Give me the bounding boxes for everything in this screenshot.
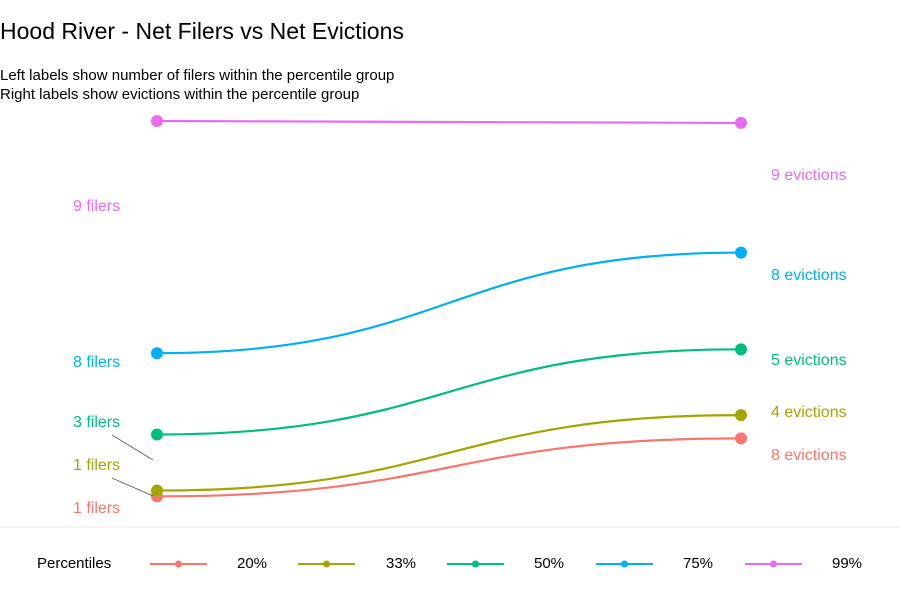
series-line-3 — [156, 251, 742, 355]
point-left-3 — [151, 347, 163, 360]
chart-subtitle-line-1: Left labels show number of filers within… — [0, 67, 395, 84]
legend-label-0: 20% — [237, 555, 268, 572]
series-line-2 — [156, 348, 742, 436]
right-label-0: 8 evictions — [771, 447, 847, 464]
legend-key-4 — [745, 560, 802, 568]
left-label-0: 1 filers — [73, 500, 120, 517]
point-left-4 — [151, 115, 163, 127]
chart-subtitle-line-2: Right labels show evictions within the p… — [0, 86, 360, 103]
right-label-4: 9 evictions — [771, 167, 847, 184]
series-line-4 — [156, 119, 742, 125]
legend-key-0 — [150, 560, 207, 568]
right-label-2: 5 evictions — [771, 352, 847, 369]
series-line-0 — [156, 437, 742, 498]
point-right-1 — [735, 409, 747, 422]
point-left-2 — [151, 428, 163, 441]
leader-line-3-filers — [111, 434, 154, 461]
right-label-3: 8 evictions — [771, 267, 847, 284]
series-line-1 — [156, 414, 742, 492]
left-label-4: 9 filers — [73, 198, 120, 215]
legend-label-4: 99% — [832, 555, 863, 572]
point-right-0 — [735, 432, 747, 445]
right-label-1: 4 evictions — [771, 404, 847, 421]
point-left-1 — [151, 484, 163, 497]
leader-line-1-filers — [111, 477, 154, 497]
left-label-3: 8 filers — [73, 354, 120, 371]
legend: Percentiles 20% 33% 50% 75% 99% — [0, 545, 900, 585]
legend-label-3: 75% — [683, 555, 714, 572]
legend-label-2: 50% — [534, 555, 565, 572]
legend-title: Percentiles — [37, 555, 112, 572]
point-right-4 — [735, 116, 747, 129]
left-label-2: 3 filers — [73, 414, 120, 431]
legend-key-3 — [596, 560, 653, 568]
point-right-2 — [735, 343, 747, 356]
point-right-3 — [735, 246, 747, 259]
left-label-1: 1 filers — [73, 457, 120, 474]
legend-label-1: 33% — [386, 555, 417, 572]
legend-key-2 — [447, 560, 504, 568]
legend-key-1 — [298, 560, 355, 568]
chart-title: Hood River - Net Filers vs Net Evictions — [0, 18, 404, 44]
